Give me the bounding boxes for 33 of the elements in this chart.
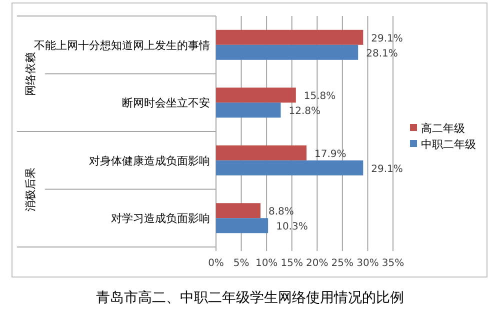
x-tick-label: 10% xyxy=(255,258,278,269)
data-label: 8.8% xyxy=(268,206,294,218)
data-label: 29.1% xyxy=(371,33,403,44)
bar xyxy=(216,145,307,160)
y-tick-label: 对身体健康造成负面影响 xyxy=(89,154,210,168)
x-tick-label: 0% xyxy=(208,258,224,269)
data-label: 12.8% xyxy=(288,106,321,118)
bar xyxy=(216,160,364,176)
text: 青岛市高二、中职二年级学生网络使用情况的比例 xyxy=(96,290,404,306)
bar xyxy=(216,218,268,234)
x-tick-label: 35% xyxy=(382,258,404,269)
bar xyxy=(216,203,261,218)
y-tick-label: 不能上网十分想知道网上发生的事情 xyxy=(34,38,210,52)
data-label: 15.8% xyxy=(304,91,336,102)
x-tick-label: 30% xyxy=(356,258,379,269)
x-tick-label: 5% xyxy=(233,258,250,269)
bar xyxy=(216,44,358,60)
text: 消极后果 xyxy=(24,167,37,212)
legend-label: 高二年级 xyxy=(421,122,465,135)
text: 网络依赖 xyxy=(24,52,37,96)
data-label: 28.1% xyxy=(366,48,398,60)
y-tick-label: 对学习造成负面影响 xyxy=(111,212,210,226)
bar xyxy=(216,102,281,118)
y-tick-label: 断网时会坐立不安 xyxy=(122,96,210,110)
data-label: 10.3% xyxy=(276,222,308,233)
bar xyxy=(216,88,296,103)
data-label: 17.9% xyxy=(314,148,346,160)
bar xyxy=(216,30,364,45)
x-tick-label: 20% xyxy=(306,258,328,269)
x-tick-label: 25% xyxy=(331,258,354,269)
data-label: 29.1% xyxy=(371,164,403,175)
x-tick-label: 15% xyxy=(280,258,303,269)
legend-label: 中职二年级 xyxy=(421,138,476,151)
